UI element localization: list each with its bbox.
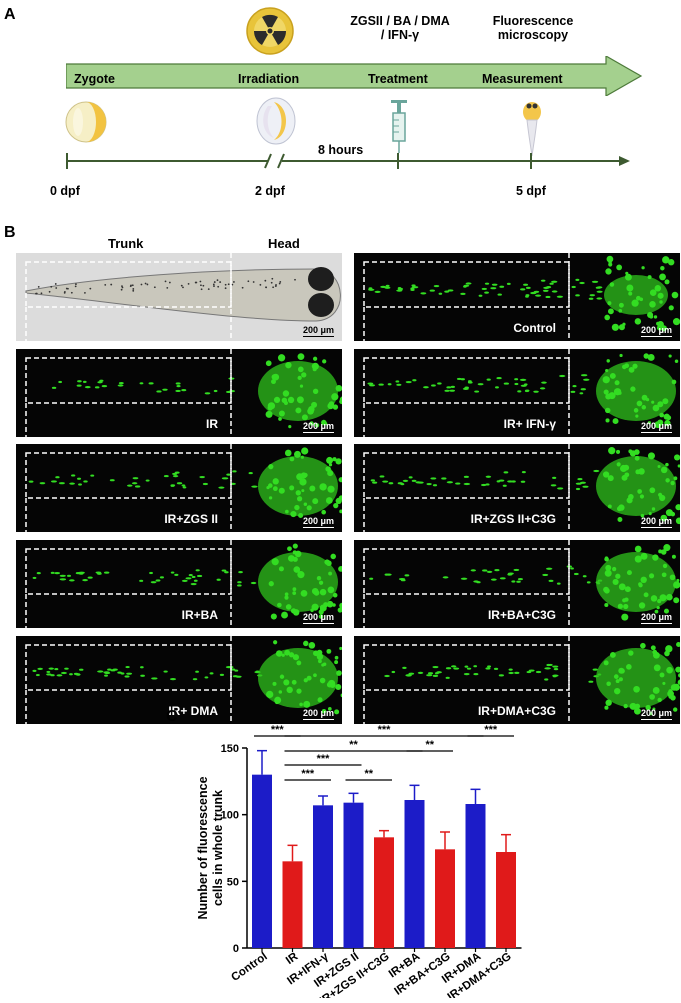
scale-label: 200 μm: [302, 515, 334, 526]
x-tick-label: Control: [229, 951, 269, 984]
scale-label: 200 μm: [302, 324, 334, 335]
panel-b-letter: B: [4, 224, 16, 241]
group-label: IR+BA: [181, 608, 218, 622]
stage-label: Measurement: [482, 72, 563, 86]
scale-bar: 200 μm: [640, 324, 672, 337]
significance-label: ***: [271, 724, 285, 736]
significance-label: ***: [484, 724, 498, 736]
bar: [282, 861, 303, 948]
treatment-top-label: ZGSII / BA / DMA / IFN-γ: [350, 14, 450, 42]
larva-icon: [520, 98, 544, 163]
trunk-header: Trunk: [108, 236, 144, 251]
scale-label: 200 μm: [302, 420, 334, 431]
scale-label: 200 μm: [302, 707, 334, 718]
fluorescence-image: IR+ZGS II+C3G 200 μm: [354, 444, 680, 532]
scale-label: 200 μm: [640, 420, 672, 431]
y-tick-label: 0: [233, 943, 239, 955]
significance-label: ***: [378, 724, 392, 736]
embryo-icon: [254, 96, 298, 151]
bar: [496, 852, 516, 948]
group-label: IR+ IFN-γ: [503, 417, 556, 431]
scale-bar: 200 μm: [302, 515, 334, 528]
y-tick-label: 100: [221, 810, 239, 822]
bar: [374, 837, 394, 948]
scale-bar: 200 μm: [640, 515, 672, 528]
scale-label: 200 μm: [640, 515, 672, 526]
y-tick-label: 150: [221, 743, 239, 755]
time-label: 2 dpf: [255, 184, 285, 198]
significance-label: **: [349, 739, 358, 751]
scale-bar: 200 μm: [302, 611, 334, 624]
brightfield-image: 200 μm: [16, 253, 342, 341]
head-header: Head: [268, 236, 300, 251]
group-label: IR: [206, 417, 218, 431]
fluorescence-image: IR+DMA+C3G 200 μm: [354, 636, 680, 724]
stage-label: Irradiation: [238, 72, 300, 86]
bar: [343, 802, 364, 948]
timeline-arrow: [65, 54, 646, 101]
bar-chart: 0 50 100 150 Number of fluorescencecells in …: [0, 700, 681, 1003]
scale-label: 200 μm: [640, 707, 672, 718]
fluorescence-image: IR+ZGS II 200 μm: [16, 444, 342, 532]
group-label: IR+ZGS II: [164, 512, 218, 526]
fluorescence-image: IR+ IFN-γ 200 μm: [354, 349, 680, 437]
time-axis: [64, 150, 634, 177]
time-label: 0 dpf: [50, 184, 80, 198]
panel-a-letter: A: [4, 6, 16, 23]
y-tick-label: 50: [227, 876, 239, 888]
bar: [252, 774, 272, 948]
panel-c-letter: C: [166, 708, 178, 725]
group-label: IR+ DMA: [168, 704, 218, 718]
fluorescence-image: IR+BA+C3G 200 μm: [354, 540, 680, 628]
bar: [313, 805, 333, 948]
y-axis-label: Number of fluorescencecells in whole tru…: [196, 776, 225, 919]
interval-label: 8 hours: [318, 143, 364, 157]
group-label: IR+ZGS II+C3G: [470, 512, 556, 526]
syringe-icon: [387, 98, 411, 159]
scale-bar: 200 μm: [302, 707, 334, 720]
fluorescence-image: IR 200 μm: [16, 349, 342, 437]
x-tick-label: IR: [284, 950, 301, 967]
bar: [465, 804, 486, 948]
significance-label: **: [425, 739, 434, 751]
stage-label: Zygote: [74, 72, 115, 86]
fluorescence-image: Control 200 μm: [354, 253, 680, 341]
scale-bar: 200 μm: [640, 707, 672, 720]
zygote-icon: [64, 100, 108, 149]
scale-label: 200 μm: [302, 611, 334, 622]
scale-bar: 200 μm: [640, 611, 672, 624]
fluorescence-image: IR+ DMA 200 μm: [16, 636, 342, 724]
significance-label: ***: [301, 768, 315, 780]
significance-label: **: [364, 768, 373, 780]
measurement-top-label: Fluorescence microscopy: [492, 14, 574, 42]
time-label: 5 dpf: [516, 184, 546, 198]
scale-bar: 200 μm: [640, 420, 672, 433]
scale-label: 200 μm: [640, 611, 672, 622]
stage-label: Treatment: [368, 72, 428, 86]
scale-label: 200 μm: [640, 324, 672, 335]
group-label: Control: [513, 321, 556, 335]
group-label: IR+BA+C3G: [487, 608, 556, 622]
scale-bar: 200 μm: [302, 324, 334, 337]
group-label: IR+DMA+C3G: [477, 704, 556, 718]
fluorescence-image: IR+BA 200 μm: [16, 540, 342, 628]
bar: [435, 849, 455, 948]
bar: [404, 800, 425, 948]
radiation-icon: [245, 6, 295, 61]
scale-bar: 200 μm: [302, 420, 334, 433]
significance-label: ***: [317, 753, 331, 765]
